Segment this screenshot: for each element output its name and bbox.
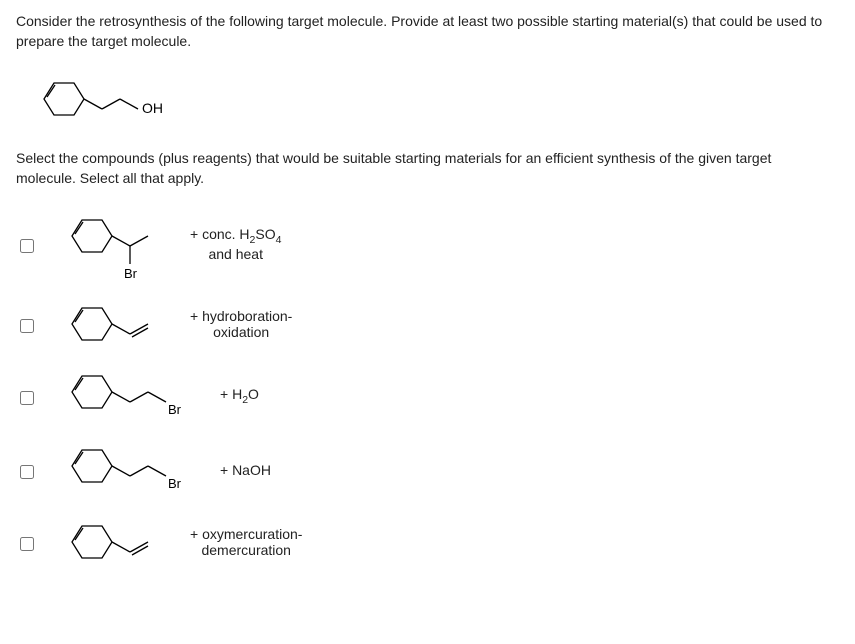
question-prompt: Consider the retrosynthesis of the follo…	[16, 12, 839, 51]
br-label: Br	[168, 402, 182, 417]
br-label: Br	[168, 476, 182, 491]
target-oh-label: OH	[142, 100, 163, 116]
instruction-line-1: Select the compounds (plus reagents) tha…	[16, 150, 771, 166]
option-structure-3: Br	[52, 366, 202, 426]
option-checkbox-3[interactable]	[20, 391, 34, 405]
option-checkbox-5[interactable]	[20, 537, 34, 551]
option-structure-1: Br	[52, 206, 172, 282]
reagent-text-1: + conc. H2SO4and heat	[190, 226, 281, 263]
br-label: Br	[124, 266, 138, 281]
prompt-line-2: prepare the target molecule.	[16, 33, 191, 49]
instruction-text: Select the compounds (plus reagents) tha…	[16, 149, 839, 188]
target-structure-svg: OH	[24, 69, 184, 129]
option-structure-2	[52, 296, 172, 352]
reagent-text-3: + H2O	[220, 386, 259, 406]
option-row: + hydroboration-oxidation	[16, 296, 839, 352]
prompt-line-1: Consider the retrosynthesis of the follo…	[16, 13, 822, 29]
option-row: Br + H2O	[16, 366, 839, 426]
option-structure-5	[52, 514, 172, 570]
target-molecule: OH	[24, 69, 839, 129]
option-checkbox-2[interactable]	[20, 319, 34, 333]
reagent-text-5: + oxymercuration-demercuration	[190, 526, 302, 560]
option-row: + oxymercuration-demercuration	[16, 514, 839, 570]
option-checkbox-4[interactable]	[20, 465, 34, 479]
option-row: Br + NaOH	[16, 440, 839, 500]
option-structure-4: Br	[52, 440, 202, 500]
reagent-text-2: + hydroboration-oxidation	[190, 308, 292, 342]
instruction-line-2: molecule. Select all that apply.	[16, 170, 204, 186]
option-checkbox-1[interactable]	[20, 239, 34, 253]
reagent-text-4: + NaOH	[220, 462, 271, 479]
option-row: Br + conc. H2SO4and heat	[16, 206, 839, 282]
